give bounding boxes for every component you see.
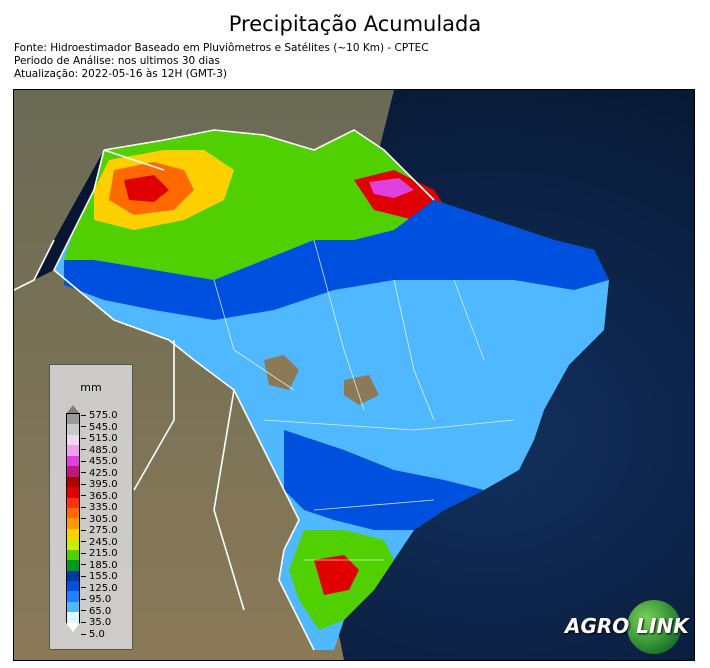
legend-color-segment (67, 612, 79, 623)
legend-label: 155.0 (81, 572, 118, 582)
legend-label: 425.0 (81, 468, 118, 479)
legend-label: 575.0 (81, 411, 118, 421)
legend-label: 455.0 (81, 457, 118, 467)
legend-color-segment (67, 414, 79, 425)
legend-colorbar (66, 413, 80, 624)
legend-label: 515.0 (81, 434, 118, 444)
map-title: Precipitação Acumulada (228, 12, 482, 36)
legend-color-segment (67, 445, 79, 456)
legend-color-segment (67, 434, 79, 446)
legend-color-segment (67, 560, 79, 571)
country-borders (14, 129, 435, 651)
legend-max-arrow (66, 405, 80, 414)
legend-label: 125.0 (81, 583, 118, 594)
legend-min-arrow (66, 623, 80, 632)
legend-label: 245.0 (81, 537, 118, 548)
legend-color-segment (67, 528, 79, 540)
legend-label: 395.0 (81, 480, 118, 490)
legend-color-segment (67, 591, 79, 602)
dry-patch-2 (344, 375, 379, 405)
legend-color-segment (67, 601, 79, 613)
northeast-coast-magenta (369, 178, 414, 198)
state-borders (213, 239, 515, 561)
south-rainfall-blue (284, 430, 484, 530)
legend-label: 95.0 (81, 595, 111, 605)
map-metadata: Fonte: Hidroestimador Baseado em Pluviôm… (14, 42, 429, 81)
logo-text-agro: AGRO (565, 614, 630, 638)
legend-unit: mm (80, 381, 102, 394)
source-line: Fonte: Hidroestimador Baseado em Pluviôm… (14, 42, 429, 54)
legend-color-segment (67, 570, 79, 581)
legend-color-segment (67, 581, 79, 592)
legend-color-segment (67, 455, 79, 467)
agrolink-logo: AGRO LINK (565, 600, 689, 656)
legend-color-segment (67, 424, 79, 435)
legend-color-segment (67, 487, 79, 498)
logo-text-link: LINK (636, 614, 689, 638)
legend-color-segment (67, 518, 79, 529)
dry-patch-1 (264, 355, 299, 390)
period-line: Periodo de Análise: nos ultimos 30 dias (14, 55, 221, 67)
legend-label: 65.0 (81, 606, 111, 617)
legend-label: 335.0 (81, 503, 118, 513)
legend-label: 305.0 (81, 514, 118, 525)
legend-color-segment (67, 549, 79, 561)
legend-color-segment (67, 497, 79, 508)
legend-label: 545.0 (81, 422, 118, 433)
logo-text: AGRO LINK (565, 614, 689, 638)
north-rainfall-red (124, 175, 169, 202)
south-rainfall-red (314, 555, 359, 595)
legend-label: 485.0 (81, 445, 118, 456)
legend-label: 365.0 (81, 491, 118, 502)
legend-color-segment (67, 466, 79, 477)
legend-label: 275.0 (81, 526, 118, 536)
logo-globe (627, 600, 681, 654)
legend-label: 185.0 (81, 560, 118, 571)
legend-label: 215.0 (81, 549, 118, 559)
amazon-blue-band (64, 200, 609, 320)
legend-color-segment (67, 507, 79, 519)
legend-color-segment (67, 476, 79, 488)
colorbar-legend: mm 575.0 545.0 515.0 485.0 455.0 425.0 395.0 36… (49, 364, 133, 650)
updated-line: Atualização: 2022-05-16 às 12H (GMT-3) (14, 68, 227, 80)
legend-label: 5.0 (81, 630, 105, 640)
legend-color-segment (67, 539, 79, 550)
legend-label: 35.0 (81, 618, 111, 628)
